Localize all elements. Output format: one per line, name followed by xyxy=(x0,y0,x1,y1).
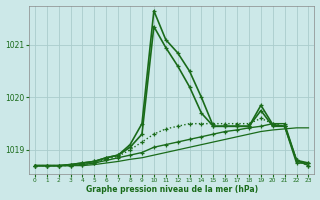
X-axis label: Graphe pression niveau de la mer (hPa): Graphe pression niveau de la mer (hPa) xyxy=(86,185,258,194)
